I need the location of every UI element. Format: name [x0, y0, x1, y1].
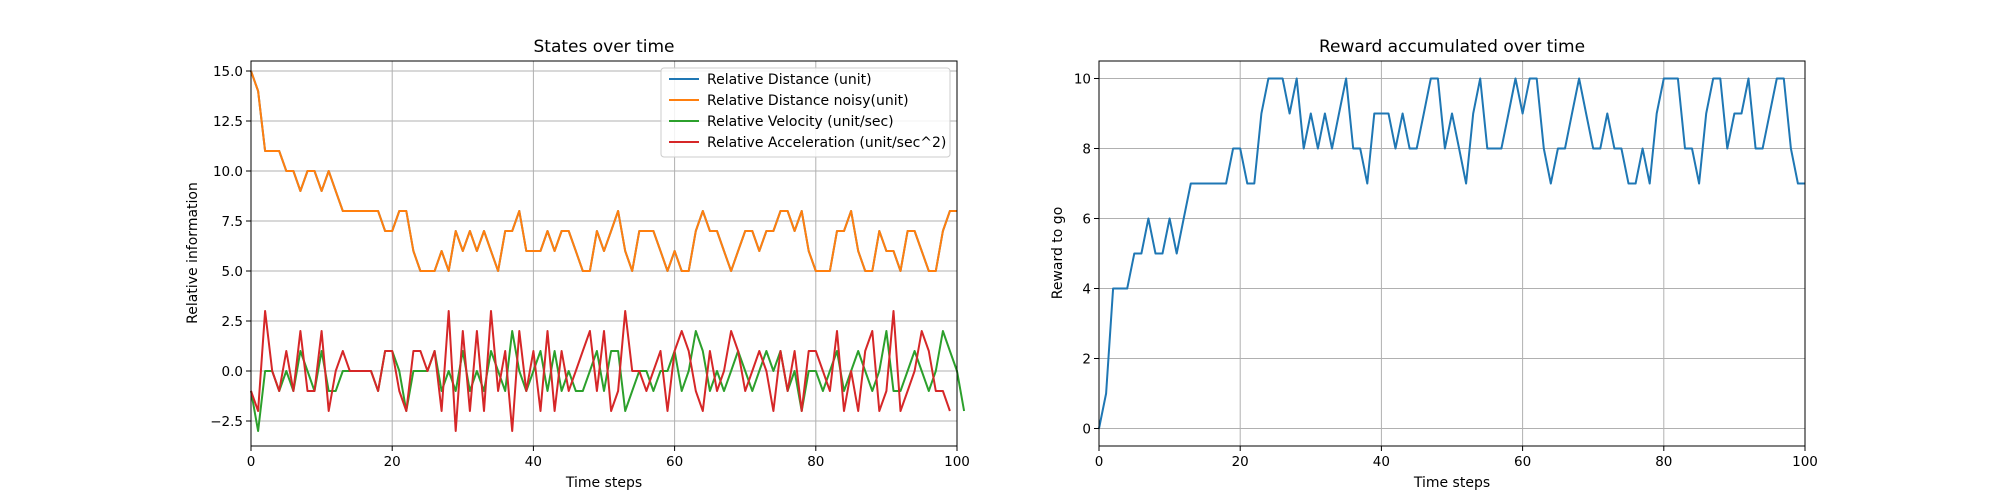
y-tick-label: 2.5 [222, 314, 243, 330]
legend-entry-label: Relative Distance noisy(unit) [707, 93, 909, 109]
x-ticks: 0 20 40 60 80 100 [1095, 446, 1818, 470]
chart-title: Reward accumulated over time [1319, 37, 1585, 57]
x-axis-label: Time steps [1413, 475, 1490, 491]
series-lines [250, 70, 966, 432]
x-tick-label: 60 [666, 454, 683, 470]
y-ticks: 0 2 4 6 8 10 [1074, 72, 1099, 438]
chart-states: States over time 0 20 40 60 80 100 −2.5 0.0 2.5… [185, 37, 970, 491]
y-tick-label: 15.0 [213, 64, 243, 80]
grid [1098, 61, 1806, 446]
y-tick-label: 10.0 [213, 164, 243, 180]
legend: Relative Distance (unit) Relative Distan… [660, 67, 951, 158]
y-tick-label: 0.0 [222, 364, 243, 380]
legend-entry-label: Relative Distance (unit) [707, 72, 872, 88]
x-tick-label: 0 [247, 454, 256, 470]
y-tick-label: 5.0 [222, 264, 243, 280]
y-ticks: −2.5 0.0 2.5 5.0 7.5 10.0 12.5 15.0 [210, 64, 251, 430]
x-tick-label: 60 [1514, 454, 1531, 470]
x-tick-label: 40 [1373, 454, 1390, 470]
x-tick-label: 100 [944, 454, 970, 470]
legend-box [660, 67, 951, 158]
y-axis-label: Reward to go [1050, 207, 1066, 300]
series-lines [1098, 77, 1805, 429]
x-axis-label: Time steps [565, 475, 642, 491]
series-line-relative-distance-noisy-unit [250, 70, 957, 272]
x-tick-label: 0 [1095, 454, 1104, 470]
x-ticks: 0 20 40 60 80 100 [247, 446, 970, 470]
y-tick-label: 0 [1082, 422, 1091, 438]
y-tick-label: 6 [1082, 212, 1091, 228]
x-tick-label: 20 [384, 454, 401, 470]
series-line-relative-acceleration-unit-sec-2 [250, 310, 951, 432]
legend-entry-label: Relative Velocity (unit/sec) [707, 114, 894, 130]
y-axis-label: Relative information [185, 182, 201, 324]
y-tick-label: 10 [1074, 72, 1091, 88]
y-tick-label: 8 [1082, 142, 1091, 158]
y-tick-label: 2 [1082, 352, 1091, 368]
x-tick-label: 80 [807, 454, 824, 470]
series-line-reward [1098, 77, 1805, 429]
x-tick-label: 40 [525, 454, 542, 470]
legend-entry-label: Relative Acceleration (unit/sec^2) [707, 135, 946, 151]
chart-title: States over time [534, 37, 675, 57]
y-tick-label: 7.5 [222, 214, 243, 230]
x-tick-label: 20 [1232, 454, 1249, 470]
x-tick-label: 100 [1792, 454, 1818, 470]
chart-reward: Reward accumulated over time 0 20 40 60 80 10… [1050, 37, 1818, 491]
x-tick-label: 80 [1655, 454, 1672, 470]
y-tick-label: −2.5 [210, 414, 243, 430]
y-tick-label: 4 [1082, 282, 1091, 298]
plot-frame [250, 60, 958, 447]
plot-frame [1098, 60, 1806, 447]
y-tick-label: 12.5 [213, 114, 243, 130]
